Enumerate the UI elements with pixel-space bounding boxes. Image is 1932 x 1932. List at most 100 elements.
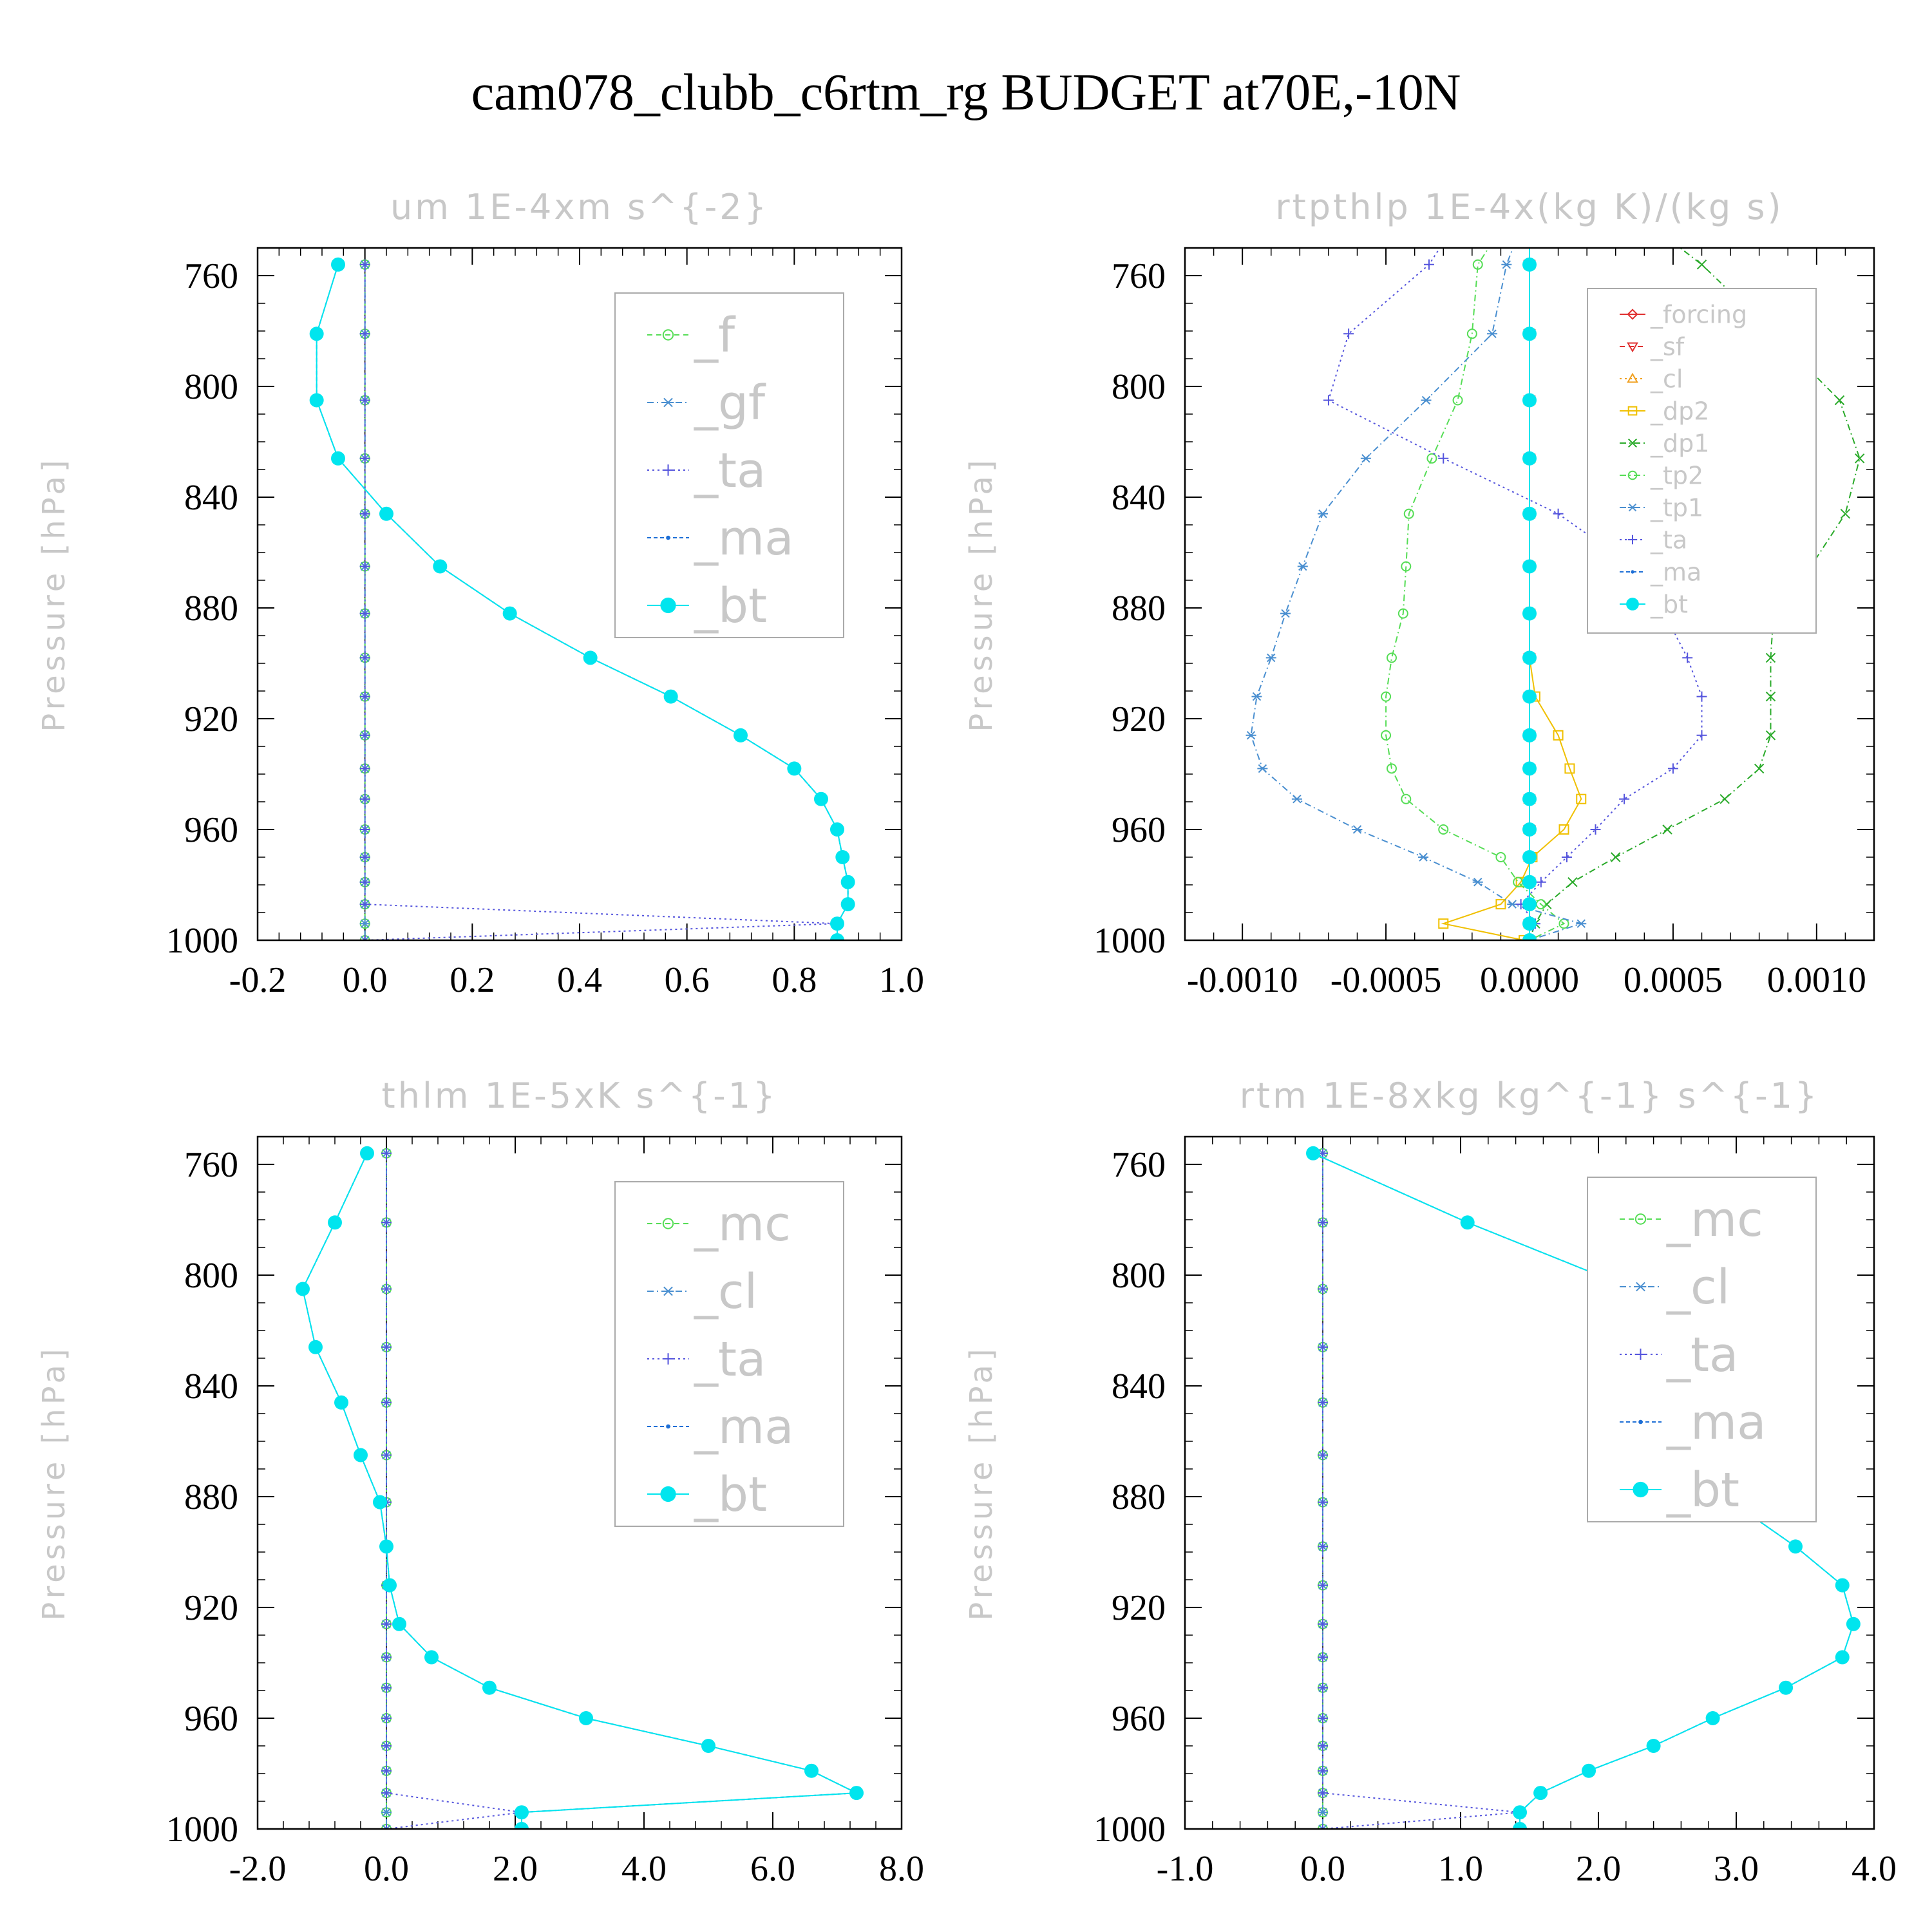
x-tick-label: 0.0005 xyxy=(1624,960,1723,1000)
data-point xyxy=(1627,535,1638,545)
legend-label: _ta xyxy=(694,1332,766,1387)
y-tick-label: 880 xyxy=(1112,1477,1166,1517)
data-point xyxy=(381,1741,392,1751)
legend-box xyxy=(1587,1177,1817,1522)
data-point xyxy=(1627,372,1638,383)
data-point xyxy=(328,1215,342,1230)
data-point xyxy=(309,327,324,341)
data-point xyxy=(359,730,370,741)
y-tick-label: 760 xyxy=(184,1145,238,1185)
data-point xyxy=(381,1824,392,1829)
data-point xyxy=(662,1286,674,1296)
legend-box xyxy=(614,1181,844,1527)
panel-title: rtpthlp 1E-4x(kg K)/(kg s) xyxy=(1275,187,1783,227)
data-point xyxy=(662,1218,674,1229)
y-tick-label: 920 xyxy=(184,699,238,739)
x-tick-label: 8.0 xyxy=(879,1849,924,1889)
series-line xyxy=(386,1153,522,1829)
data-point xyxy=(1426,453,1437,464)
data-point xyxy=(1318,1450,1328,1461)
y-tick-label: 960 xyxy=(184,810,238,850)
data-point xyxy=(1460,1215,1475,1230)
data-point xyxy=(849,1786,864,1801)
y-tick-label: 760 xyxy=(1112,256,1166,296)
data-point xyxy=(1564,763,1575,774)
x-tick-label: 0.4 xyxy=(557,960,602,1000)
data-point xyxy=(360,1146,374,1160)
data-point xyxy=(1835,1650,1850,1665)
legend-label: _mc xyxy=(1666,1192,1763,1247)
data-point xyxy=(840,897,855,912)
data-point xyxy=(1401,561,1412,572)
data-point xyxy=(1257,764,1268,773)
data-point xyxy=(1553,508,1564,519)
y-axis-label: Pressure [hPa] xyxy=(963,1345,999,1620)
data-point xyxy=(1634,1282,1647,1292)
data-point xyxy=(1381,691,1392,702)
legend-label: _cl xyxy=(694,1264,757,1320)
data-point xyxy=(1438,453,1449,464)
data-point xyxy=(381,1652,392,1663)
data-point xyxy=(1291,794,1302,804)
data-point xyxy=(1318,1397,1328,1408)
data-point xyxy=(835,850,850,864)
data-point xyxy=(1438,918,1449,929)
data-point xyxy=(787,761,802,776)
legend-label: _bt xyxy=(1666,1463,1739,1518)
plot-frame xyxy=(256,1135,903,1830)
data-point xyxy=(1318,1824,1328,1829)
series-line xyxy=(1322,1153,1520,1829)
data-point xyxy=(381,1713,392,1723)
legend-label: _dp1 xyxy=(1650,429,1709,457)
data-point xyxy=(1522,728,1537,743)
data-point xyxy=(1318,1824,1328,1829)
x-tick-label: 1.0 xyxy=(1438,1849,1483,1889)
data-point xyxy=(515,1822,529,1829)
data-point xyxy=(1627,438,1638,448)
data-point xyxy=(1634,1213,1647,1225)
x-tick-label: 4.0 xyxy=(1852,1849,1897,1889)
data-point xyxy=(1522,451,1537,466)
y-tick-label: 1000 xyxy=(1094,1810,1166,1850)
legend-label: _ta xyxy=(1666,1327,1738,1383)
data-point xyxy=(1418,853,1429,862)
data-point xyxy=(1251,692,1262,701)
data-point xyxy=(1522,933,1537,940)
data-point xyxy=(433,559,448,574)
chart-panel: thlm 1E-5xK s^{-1} Pressure [hPa] 760 800 84… xyxy=(36,1075,924,1889)
legend-label: _ma xyxy=(694,511,793,566)
data-point xyxy=(381,1788,392,1799)
x-tick-label: -0.2 xyxy=(229,960,287,1000)
data-point xyxy=(1522,791,1537,806)
data-point xyxy=(830,822,844,837)
x-tick-label: -1.0 xyxy=(1157,1849,1214,1889)
legend-label: _sf xyxy=(1650,332,1685,361)
data-point xyxy=(1318,1283,1328,1294)
y-tick-label: 920 xyxy=(1112,699,1166,739)
data-point xyxy=(359,395,370,406)
data-point xyxy=(1522,916,1537,931)
data-point xyxy=(1472,877,1483,887)
data-point xyxy=(662,1353,674,1365)
y-tick-label: 800 xyxy=(1112,1256,1166,1296)
chart-panel: rtpthlp 1E-4x(kg K)/(kg s) Pressure [hPa]… xyxy=(963,187,1875,1000)
data-point xyxy=(666,1424,670,1429)
data-point xyxy=(309,393,324,408)
data-point xyxy=(359,899,370,910)
data-point xyxy=(1840,509,1851,519)
y-tick-label: 800 xyxy=(184,367,238,407)
x-tick-label: 0.6 xyxy=(665,960,710,1000)
data-point xyxy=(1495,852,1506,862)
data-point xyxy=(1318,1713,1328,1723)
y-tick-label: 920 xyxy=(184,1588,238,1628)
series-line xyxy=(1441,248,1582,940)
data-point xyxy=(1318,1497,1328,1508)
x-tick-label: 2.0 xyxy=(1576,1849,1621,1889)
data-point xyxy=(381,1397,392,1408)
data-point xyxy=(359,919,370,928)
data-point xyxy=(1522,689,1537,704)
data-point xyxy=(1318,1788,1328,1799)
figure-title: cam078_clubb_c6rtm_rg BUDGET at70E,-10N xyxy=(471,64,1461,121)
data-point xyxy=(1855,453,1865,464)
data-point xyxy=(1501,260,1512,269)
